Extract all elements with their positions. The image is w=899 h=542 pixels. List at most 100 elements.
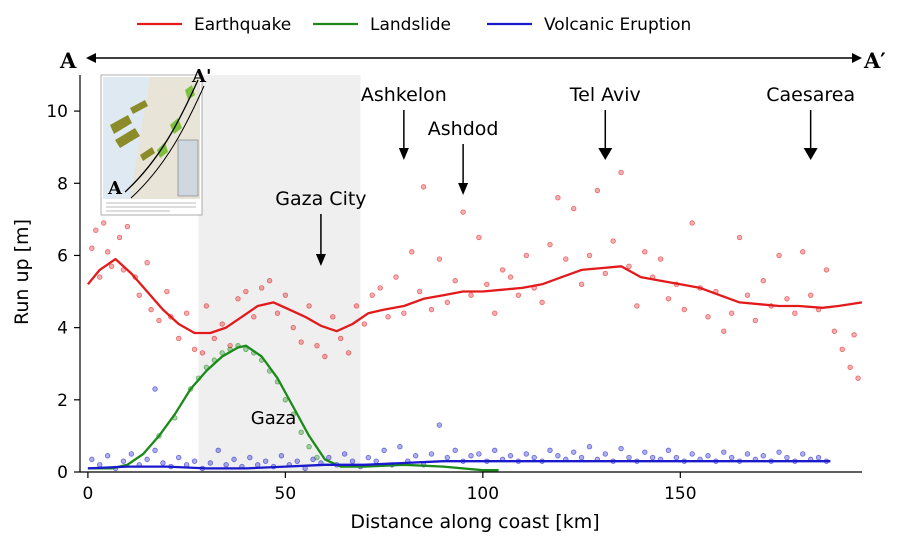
scatter-point-earthquake <box>705 314 711 320</box>
scatter-point-volcanic-eruption <box>223 462 229 468</box>
y-tick-label: 4 <box>57 319 68 339</box>
scatter-point-volcanic-eruption <box>128 451 135 457</box>
scatter-point-earthquake <box>116 234 123 241</box>
scatter-point-volcanic-eruption <box>531 454 537 461</box>
scatter-point-earthquake <box>728 310 735 316</box>
scatter-point-earthquake <box>93 227 99 233</box>
scatter-point-volcanic-eruption <box>649 454 656 461</box>
scatter-point-earthquake <box>428 306 435 313</box>
scatter-point-volcanic-eruption <box>120 458 127 464</box>
series-line-earthquake <box>87 257 863 335</box>
scatter-point-volcanic-eruption <box>255 462 261 468</box>
scatter-point-earthquake <box>776 252 782 259</box>
region-label-gaza: Gaza <box>251 408 296 429</box>
inset-locator <box>177 139 199 197</box>
legend-label-landslide: Landslide <box>370 15 451 35</box>
series-line-volcanic-eruption <box>87 460 831 470</box>
scatter-point-earthquake <box>523 252 529 259</box>
line-layer <box>87 257 863 472</box>
scatter-point-volcanic-eruption <box>776 449 782 455</box>
scatter-point-volcanic-eruption <box>89 456 95 463</box>
legend-label-earthquake: Earthquake <box>194 15 291 35</box>
scatter-point-earthquake <box>227 342 233 349</box>
inset-map: A' A <box>100 66 211 216</box>
scatter-point-volcanic-eruption <box>104 453 111 459</box>
scatter-point-earthquake <box>156 317 162 324</box>
scatter-point-earthquake <box>468 292 474 298</box>
x-tick-label: 50 <box>275 484 297 504</box>
scatter-point-volcanic-eruption <box>215 447 221 454</box>
profile-start-label: A <box>59 48 77 73</box>
scatter-point-earthquake <box>792 310 798 316</box>
scatter-point-volcanic-eruption <box>626 454 632 461</box>
scatter-point-earthquake <box>401 310 407 316</box>
scatter-point-earthquake <box>337 335 344 342</box>
scatter-point-earthquake <box>345 350 352 356</box>
legend: Earthquake Landslide Volcanic Eruption <box>137 15 691 35</box>
scatter-point-earthquake <box>460 209 466 215</box>
scatter-point-earthquake <box>306 303 312 309</box>
scatter-point-earthquake <box>721 328 727 334</box>
scatter-point-volcanic-eruption <box>152 386 158 392</box>
y-tick-label: 10 <box>46 102 68 122</box>
scatter-point-earthquake <box>547 241 553 248</box>
scatter-point-earthquake <box>290 324 296 331</box>
scatter-point-volcanic-eruption <box>507 453 514 459</box>
scatter-point-volcanic-eruption <box>397 444 403 450</box>
scatter-point-earthquake <box>570 205 577 212</box>
annotation-arrow-head <box>315 254 326 266</box>
scatter-point-volcanic-eruption <box>381 447 387 454</box>
scatter-point-volcanic-eruption <box>428 451 435 457</box>
scatter-point-volcanic-eruption <box>547 447 553 454</box>
scatter-point-earthquake <box>752 317 759 324</box>
scatter-point-earthquake <box>507 274 514 280</box>
annotation-arrow-head <box>803 148 818 160</box>
scatter-point-volcanic-eruption <box>578 454 585 461</box>
scatter-point-volcanic-eruption <box>523 451 529 457</box>
ticks-layer: 0 50 100 150 0 2 4 6 8 10 <box>46 102 696 504</box>
scatter-point-earthquake <box>499 267 506 273</box>
scatter-point-earthquake <box>377 285 383 291</box>
scatter-point-earthquake <box>191 346 198 352</box>
inset-profile-line-2 <box>130 85 205 199</box>
scatter-point-earthquake <box>369 292 375 298</box>
scatter-point-volcanic-eruption <box>152 447 158 454</box>
scatter-point-earthquake <box>657 256 664 262</box>
scatter-point-volcanic-eruption <box>800 451 806 457</box>
scatter-point-earthquake <box>235 296 241 302</box>
scatter-point-volcanic-eruption <box>436 422 443 428</box>
scatter-point-volcanic-eruption <box>373 458 379 464</box>
scatter-point-earthquake <box>258 285 265 291</box>
scatter-point-volcanic-eruption <box>349 458 356 464</box>
scatter-point-earthquake <box>807 292 814 298</box>
scatter-point-earthquake <box>689 220 695 226</box>
scatter-point-earthquake <box>148 306 154 313</box>
scatter-point-volcanic-eruption <box>278 453 285 459</box>
scatter-point-volcanic-eruption <box>491 447 498 454</box>
scatter-point-earthquake <box>164 288 170 295</box>
scatter-point-earthquake <box>409 249 415 255</box>
scatter-point-earthquake <box>282 292 289 298</box>
scatter-point-volcanic-eruption <box>262 458 269 464</box>
scatter-point-earthquake <box>610 238 616 244</box>
scatter-point-earthquake <box>476 234 482 241</box>
scatter-point-earthquake <box>736 234 743 241</box>
scatter-point-volcanic-eruption <box>452 447 458 454</box>
inset-profile-line <box>124 79 199 193</box>
scatter-point-earthquake <box>219 321 225 327</box>
annotation-arrow-head <box>398 148 409 160</box>
y-axis-label: Run up [m] <box>11 219 33 325</box>
profile-arrow: A A′ <box>59 48 886 73</box>
scatter-point-volcanic-eruption <box>642 449 648 455</box>
scatter-point-earthquake <box>602 270 608 277</box>
scatter-point-earthquake <box>555 195 561 201</box>
scatter-point-earthquake <box>563 256 569 262</box>
inset-bottom-label: A <box>107 178 123 199</box>
scatter-point-earthquake <box>634 303 640 309</box>
scatter-point-earthquake <box>385 314 391 320</box>
x-tick-label: 100 <box>467 484 499 504</box>
scatter-point-volcanic-eruption <box>721 449 727 455</box>
annotation-label-tel-aviv: Tel Aviv <box>569 84 641 106</box>
x-tick-label: 0 <box>82 484 93 504</box>
scatter-point-earthquake <box>618 169 624 176</box>
